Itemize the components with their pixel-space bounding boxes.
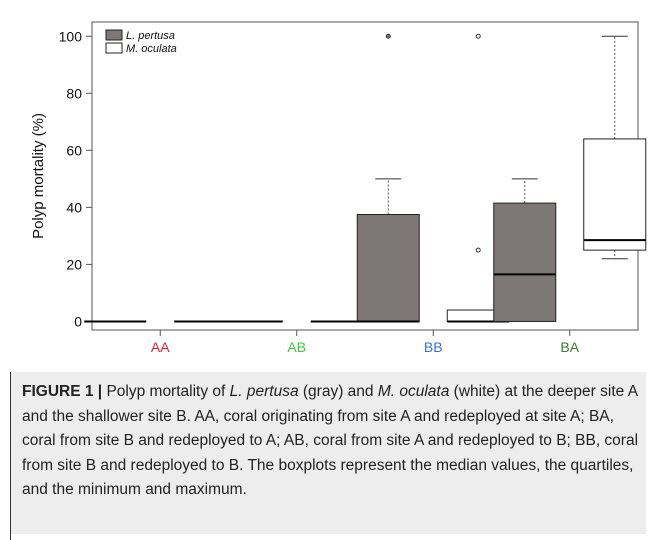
box	[356, 214, 420, 322]
x-tick-label: BA	[560, 339, 579, 355]
figure-caption: FIGURE 1 | Polyp mortality of L. pertusa…	[22, 380, 644, 503]
box	[583, 138, 647, 251]
y-tick-label: 60	[66, 142, 82, 158]
y-tick-label: 0	[74, 313, 82, 329]
caption-left-rule	[10, 372, 11, 540]
y-tick-label: 20	[66, 256, 82, 272]
caption-species-name: M. oculata	[377, 383, 450, 400]
legend-swatch	[105, 42, 123, 54]
caption-species-name: L. pertusa	[229, 383, 299, 400]
x-tick-label: AA	[151, 339, 170, 355]
y-tick-label: 40	[66, 199, 82, 215]
x-tick-label: AB	[287, 339, 306, 355]
y-tick-label: 100	[59, 28, 83, 44]
caption-label: FIGURE 1 |	[22, 383, 103, 400]
y-axis-label: Polyp mortality (%)	[30, 113, 47, 239]
plot-area: 0 20 40 60 80 100 Polyp mortality (%) AA AB BB BA L…	[30, 21, 647, 355]
caption-background	[10, 372, 646, 534]
outlier-point	[475, 247, 481, 253]
box	[493, 202, 557, 322]
x-tick-label: BB	[424, 339, 443, 355]
caption-segment: (gray) and	[298, 383, 378, 400]
caption-segment: (white) at the deeper site A and the sha…	[22, 383, 639, 499]
outlier-point	[475, 33, 481, 39]
legend-swatch	[105, 29, 123, 41]
legend-label: L. pertusa	[126, 30, 175, 42]
boxplot-figure: 0 20 40 60 80 100 Polyp mortality (%) AA AB BB BA L…	[30, 21, 647, 355]
legend-label: M. oculata	[126, 43, 177, 55]
caption-segment: Polyp mortality of	[102, 383, 230, 400]
outlier-point	[385, 33, 391, 39]
y-tick-label: 80	[66, 85, 82, 101]
caption-text: Polyp mortality of L. pertusa (gray) and…	[22, 383, 638, 498]
